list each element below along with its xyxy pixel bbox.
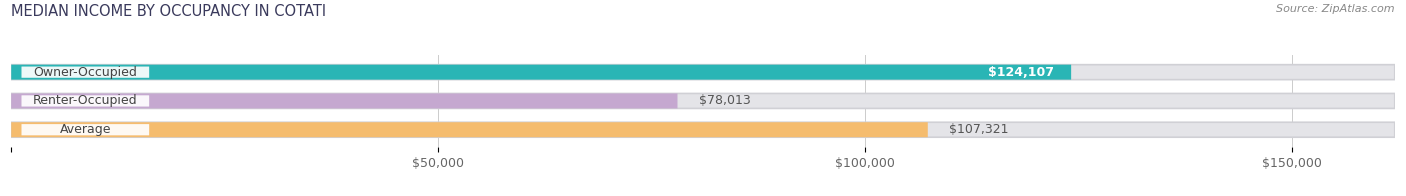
FancyBboxPatch shape (11, 122, 1395, 137)
Text: MEDIAN INCOME BY OCCUPANCY IN COTATI: MEDIAN INCOME BY OCCUPANCY IN COTATI (11, 4, 326, 19)
FancyBboxPatch shape (21, 66, 149, 78)
Text: Source: ZipAtlas.com: Source: ZipAtlas.com (1277, 4, 1395, 14)
FancyBboxPatch shape (11, 122, 928, 137)
FancyBboxPatch shape (21, 124, 149, 135)
Text: $78,013: $78,013 (699, 94, 751, 107)
FancyBboxPatch shape (11, 93, 678, 108)
FancyBboxPatch shape (11, 65, 1395, 80)
Text: Owner-Occupied: Owner-Occupied (34, 66, 138, 79)
Text: $107,321: $107,321 (949, 123, 1008, 136)
Text: Average: Average (59, 123, 111, 136)
Text: Renter-Occupied: Renter-Occupied (32, 94, 138, 107)
FancyBboxPatch shape (11, 93, 1395, 108)
FancyBboxPatch shape (11, 65, 1071, 80)
FancyBboxPatch shape (21, 95, 149, 107)
Text: $124,107: $124,107 (988, 66, 1054, 79)
